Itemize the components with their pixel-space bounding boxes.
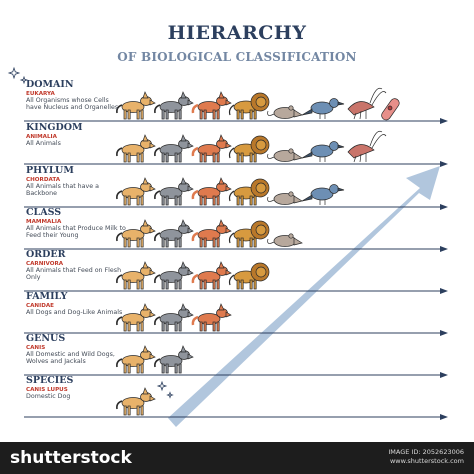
arrowhead-icon bbox=[440, 414, 448, 420]
rank-block-domain: DOMAIN EUKARYA All Organisms whose Cells h… bbox=[26, 79, 126, 112]
rank-name: SPECIES bbox=[26, 375, 74, 386]
lion-icon bbox=[228, 220, 270, 248]
rank-block-kingdom: KINGDOM ANIMALIA All Animals bbox=[26, 122, 126, 148]
arrowhead-icon bbox=[440, 330, 448, 336]
taxon-name: CANIS LUPUS bbox=[26, 387, 68, 394]
wolf-icon bbox=[154, 91, 194, 120]
microbe-icon bbox=[381, 98, 400, 121]
taxon-name: CANIDAE bbox=[26, 303, 54, 310]
taxon-name: MAMMALIA bbox=[26, 219, 62, 226]
sparkle-icon bbox=[156, 380, 168, 392]
arrowhead-icon bbox=[440, 161, 448, 167]
rank-description: All Dogs and Dog-Like Animals bbox=[26, 309, 123, 317]
rank-description: All Domestic and Wild Dogs, Wolves and J… bbox=[26, 351, 115, 366]
rank-block-phylum: PHYLUM CHORDATA All Animals that have a Ba… bbox=[26, 165, 126, 198]
hierarchy-diagram bbox=[7, 66, 448, 427]
sparkle-icon bbox=[19, 75, 29, 85]
rank-name: FAMILY bbox=[26, 291, 68, 302]
dog-icon bbox=[116, 261, 156, 290]
lion-icon bbox=[228, 262, 270, 290]
rank-block-class: CLASS MAMMALIA All Animals that Produce Mi… bbox=[26, 207, 126, 240]
wolf-icon bbox=[154, 345, 194, 374]
rank-name: KINGDOM bbox=[26, 122, 83, 133]
rank-name: GENUS bbox=[26, 333, 66, 344]
arrowhead-icon bbox=[440, 246, 448, 252]
rank-description: All Animals bbox=[26, 140, 61, 148]
rank-description: All Animals that Feed on Flesh Only bbox=[26, 267, 122, 282]
image-id: IMAGE ID: 2052623006 bbox=[388, 448, 464, 456]
wolf-icon bbox=[154, 303, 194, 332]
wolf-icon bbox=[154, 134, 194, 163]
rank-description: All Animals that have a Backbone bbox=[26, 183, 99, 198]
lion-icon bbox=[228, 178, 270, 206]
site-url: www.shutterstock.com bbox=[389, 456, 464, 465]
fox-icon bbox=[191, 261, 232, 290]
bird-icon bbox=[301, 98, 345, 119]
wolf-icon bbox=[154, 261, 194, 290]
sparkle-icon bbox=[7, 66, 21, 80]
rank-block-family: FAMILY CANIDAE All Dogs and Dog-Like Anima… bbox=[26, 291, 126, 317]
rank-name: CLASS bbox=[26, 207, 62, 218]
arrowhead-icon bbox=[440, 118, 448, 124]
rat-icon bbox=[267, 148, 303, 162]
fox-icon bbox=[191, 303, 232, 332]
arrowhead-icon bbox=[440, 204, 448, 210]
taxon-name: EUKARYA bbox=[26, 91, 55, 98]
rank-description: All Organisms whose Cells have Nucleus a… bbox=[26, 97, 119, 112]
dog-icon bbox=[116, 91, 156, 120]
taxon-name: CHORDATA bbox=[26, 177, 61, 184]
rank-description: All Animals that Produce Milk to Feed th… bbox=[26, 225, 126, 240]
rank-block-genus: GENUS CANIS All Domestic and Wild Dogs, Wo… bbox=[26, 333, 126, 366]
rat-icon bbox=[267, 105, 303, 119]
rank-name: PHYLUM bbox=[26, 165, 74, 176]
rank-name: ORDER bbox=[26, 249, 66, 260]
dog-icon bbox=[116, 345, 156, 374]
arrowhead-icon bbox=[440, 372, 448, 378]
rat-icon bbox=[267, 191, 303, 205]
wolf-icon bbox=[154, 177, 194, 206]
shrimp-icon bbox=[347, 130, 387, 163]
image-meta: IMAGE ID: 2052623006 www.shutterstock.co… bbox=[388, 448, 464, 466]
dog-icon bbox=[116, 219, 156, 248]
brand-logo: shutterstock bbox=[10, 448, 132, 468]
taxon-name: CARNIVORA bbox=[26, 261, 64, 268]
diagram-subtitle: OF BIOLOGICAL CLASSIFICATION bbox=[117, 50, 357, 64]
sparkle-icon bbox=[166, 391, 174, 399]
dog-icon bbox=[116, 177, 156, 206]
fox-icon bbox=[191, 91, 232, 120]
dog-icon bbox=[116, 387, 156, 416]
bird-icon bbox=[301, 141, 345, 162]
wolf-icon bbox=[154, 219, 194, 248]
rank-name: DOMAIN bbox=[26, 79, 74, 90]
stock-footer: shutterstock IMAGE ID: 2052623006 www.sh… bbox=[0, 442, 474, 474]
rat-icon bbox=[267, 233, 303, 247]
taxon-name: CANIS bbox=[26, 345, 46, 352]
rank-block-order: ORDER CARNIVORA All Animals that Feed on F… bbox=[26, 249, 126, 282]
fox-icon bbox=[191, 134, 232, 163]
dog-icon bbox=[116, 134, 156, 163]
lion-icon bbox=[228, 135, 270, 163]
rank-block-species: SPECIES CANIS LUPUS Domestic Dog bbox=[26, 375, 126, 401]
diagram-title: HIERARCHY bbox=[167, 22, 307, 44]
dog-icon bbox=[116, 303, 156, 332]
fox-icon bbox=[191, 219, 232, 248]
rank-description: Domestic Dog bbox=[26, 393, 71, 401]
taxon-name: ANIMALIA bbox=[26, 134, 57, 141]
shrimp-icon bbox=[347, 87, 387, 120]
lion-icon bbox=[228, 92, 270, 120]
arrowhead-icon bbox=[440, 288, 448, 294]
bird-icon bbox=[301, 184, 345, 205]
progression-arrow bbox=[168, 166, 440, 427]
fox-icon bbox=[191, 177, 232, 206]
